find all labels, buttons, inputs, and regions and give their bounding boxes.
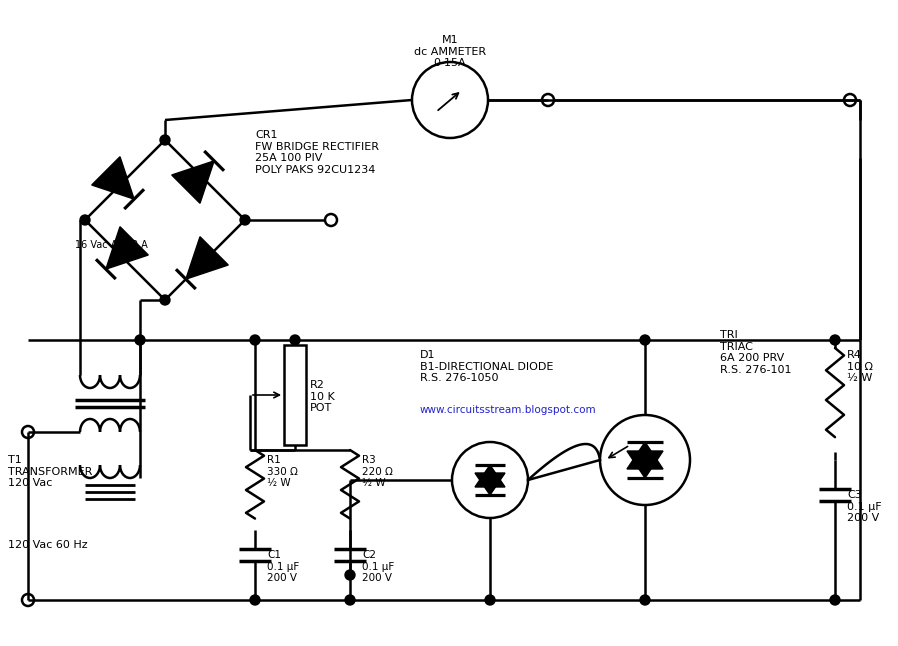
Text: www.circuitsstream.blogspot.com: www.circuitsstream.blogspot.com (420, 405, 596, 415)
Circle shape (80, 215, 90, 225)
Circle shape (250, 335, 260, 345)
Text: TRI
TRIAC
6A 200 PRV
R.S. 276-101: TRI TRIAC 6A 200 PRV R.S. 276-101 (720, 330, 791, 375)
Circle shape (135, 335, 145, 345)
Polygon shape (172, 161, 214, 203)
Circle shape (640, 595, 650, 605)
Circle shape (160, 135, 170, 145)
Text: R4
10 Ω
½ W: R4 10 Ω ½ W (847, 350, 873, 383)
Circle shape (345, 595, 355, 605)
Text: C3
0.1 μF
200 V: C3 0.1 μF 200 V (847, 490, 882, 523)
Polygon shape (92, 157, 134, 199)
Text: C2
0.1 μF
200 V: C2 0.1 μF 200 V (362, 550, 394, 583)
Circle shape (830, 335, 840, 345)
Text: T1
TRANSFORMER
120 Vac: T1 TRANSFORMER 120 Vac (8, 455, 92, 488)
Circle shape (640, 335, 650, 345)
Text: D1
B1-DIRECTIONAL DIODE
R.S. 276-1050: D1 B1-DIRECTIONAL DIODE R.S. 276-1050 (420, 350, 553, 383)
Circle shape (345, 570, 355, 580)
Polygon shape (627, 451, 663, 478)
Polygon shape (106, 227, 148, 269)
Circle shape (485, 595, 495, 605)
Text: 16 Vac AT 20 A: 16 Vac AT 20 A (75, 240, 148, 250)
Polygon shape (186, 236, 228, 279)
Text: R2
10 K
POT: R2 10 K POT (310, 380, 335, 413)
Text: R1
330 Ω
½ W: R1 330 Ω ½ W (267, 455, 298, 488)
Polygon shape (475, 473, 505, 495)
Circle shape (250, 595, 260, 605)
Circle shape (290, 335, 300, 345)
Bar (284, 345, 306, 445)
Text: 120 Vac 60 Hz: 120 Vac 60 Hz (8, 540, 88, 550)
Polygon shape (627, 442, 663, 469)
Circle shape (240, 215, 250, 225)
Text: R3
220 Ω
½ W: R3 220 Ω ½ W (362, 455, 393, 488)
Text: M1
dc AMMETER
0-15A: M1 dc AMMETER 0-15A (414, 35, 486, 68)
Circle shape (830, 595, 840, 605)
Text: CR1
FW BRIDGE RECTIFIER
25A 100 PIV
POLY PAKS 92CU1234: CR1 FW BRIDGE RECTIFIER 25A 100 PIV POLY… (255, 130, 379, 175)
Polygon shape (475, 465, 505, 487)
Circle shape (160, 295, 170, 305)
Text: C1
0.1 μF
200 V: C1 0.1 μF 200 V (267, 550, 299, 583)
